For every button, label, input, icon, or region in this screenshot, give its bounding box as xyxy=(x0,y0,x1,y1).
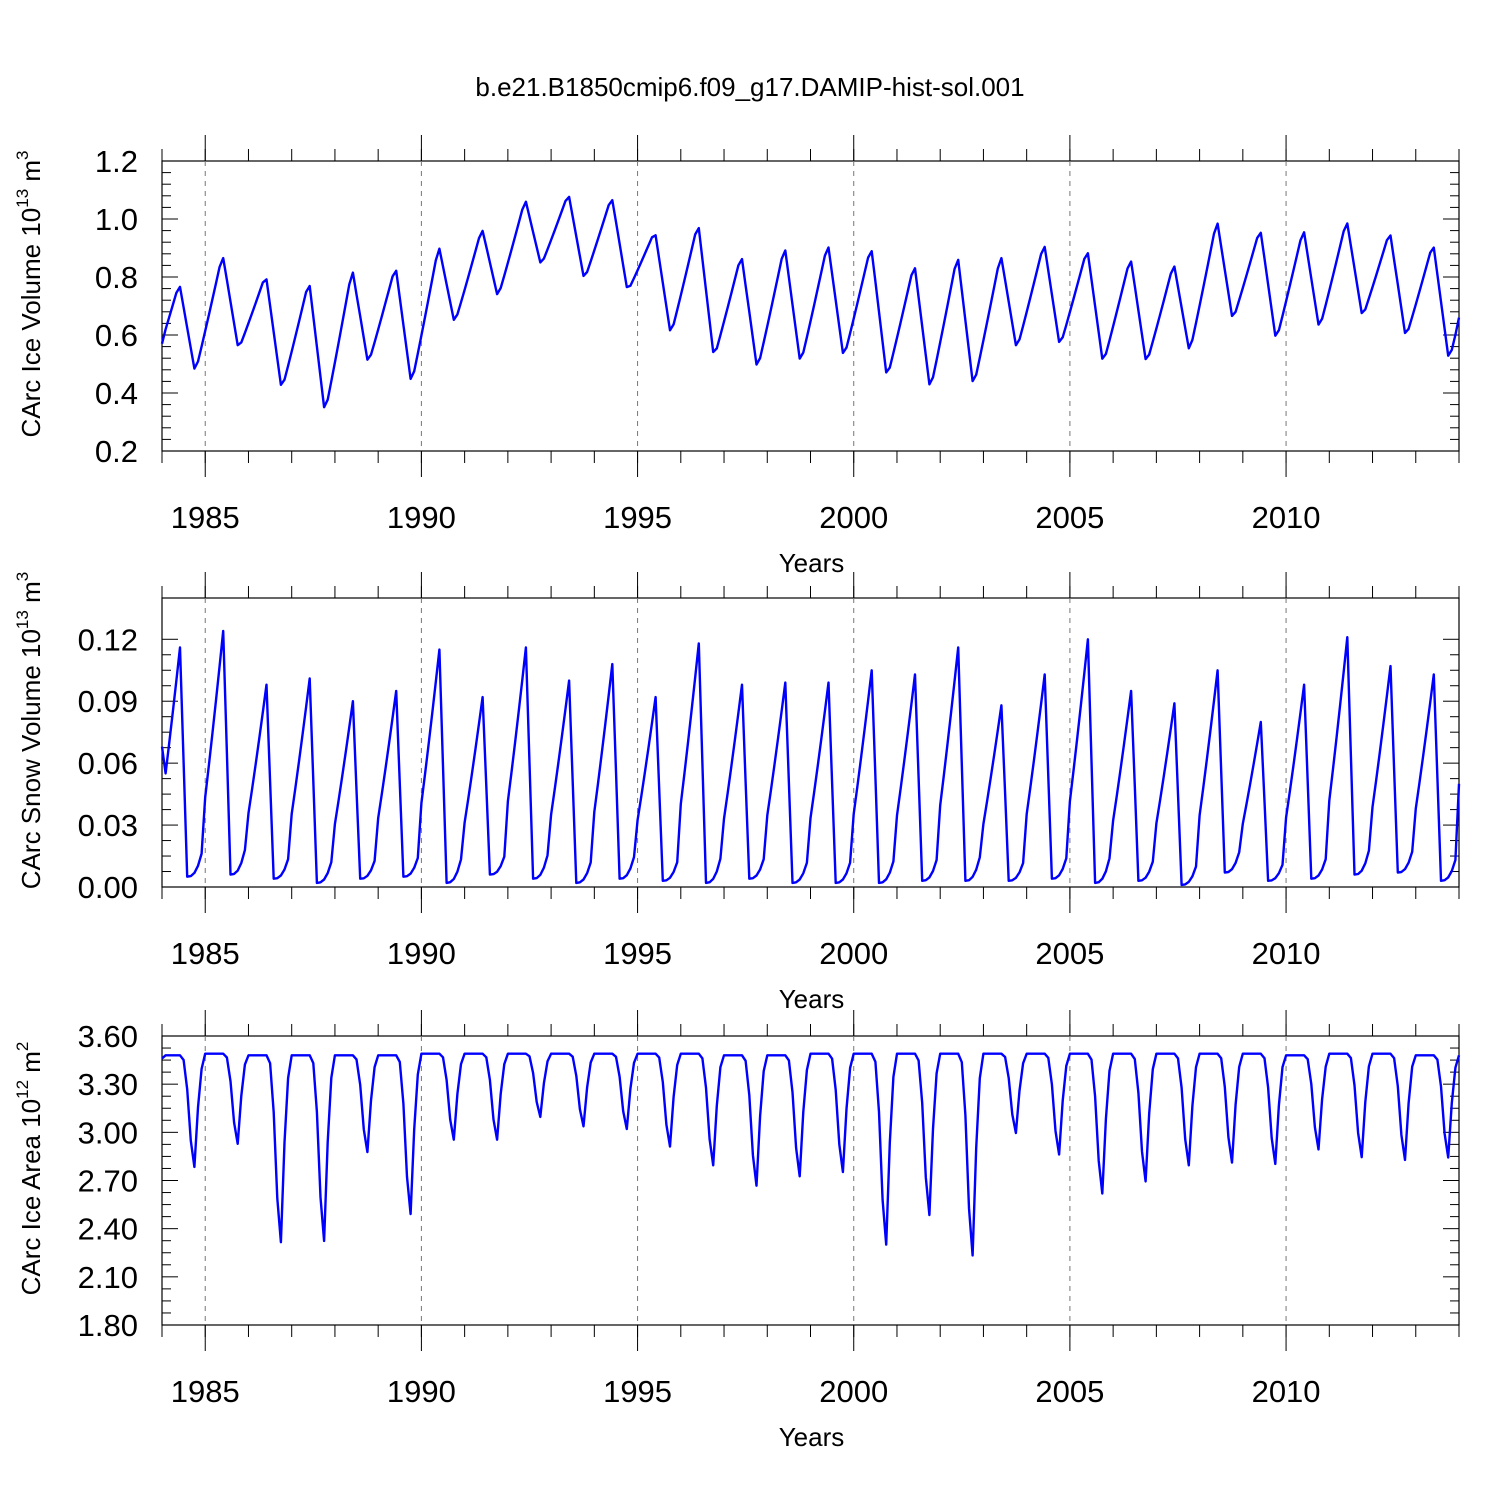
x-axis-label: Years xyxy=(779,1422,845,1452)
y-axis-label: CArc Ice Area 1012 m2 xyxy=(13,1042,46,1296)
y-axis-label-exponent: 13 xyxy=(13,610,32,629)
x-tick-label: 2010 xyxy=(1252,1374,1321,1409)
y-tick-label: 3.00 xyxy=(78,1115,138,1150)
year-gridlines xyxy=(204,598,1287,887)
x-tick-label: 1990 xyxy=(387,936,456,971)
x-tick-label: 1985 xyxy=(171,500,240,535)
ice-volume-line xyxy=(160,195,1461,409)
y-tick-label: 3.60 xyxy=(78,1019,138,1054)
x-tick-label: 2000 xyxy=(819,936,888,971)
tick-marks xyxy=(161,572,1460,913)
x-axis-label: Years xyxy=(779,984,845,1014)
y-tick-labels: 0.00 0.03 0.06 0.09 0.12 xyxy=(78,622,138,905)
x-tick-labels: 1985 1990 1995 2000 2005 2010 xyxy=(171,1374,1321,1409)
x-tick-label: 1985 xyxy=(171,936,240,971)
y-axis-label-text: CArc Snow Volume 10 xyxy=(16,629,46,889)
x-tick-label: 1995 xyxy=(603,936,672,971)
x-tick-label: 2010 xyxy=(1252,936,1321,971)
y-tick-label: 0.03 xyxy=(78,808,138,843)
y-tick-label: 0.00 xyxy=(78,870,138,905)
y-tick-label: 0.8 xyxy=(95,260,138,295)
snow-volume-line xyxy=(160,629,1461,887)
y-axis-label-exponent: 12 xyxy=(13,1080,32,1099)
y-axis-label-unit-exponent: 3 xyxy=(13,572,32,581)
x-tick-labels: 1985 1990 1995 2000 2005 2010 xyxy=(171,500,1321,535)
y-axis-label-unit-exponent: 2 xyxy=(13,1042,32,1051)
y-tick-label: 2.10 xyxy=(78,1260,138,1295)
y-tick-label: 2.40 xyxy=(78,1212,138,1247)
plot-frame xyxy=(161,160,1460,452)
plot-frame xyxy=(161,597,1460,888)
x-tick-label: 2000 xyxy=(819,1374,888,1409)
y-tick-label: 0.12 xyxy=(78,622,138,657)
y-tick-label: 0.4 xyxy=(95,376,138,411)
y-tick-label: 1.0 xyxy=(95,202,138,237)
y-tick-label: 0.06 xyxy=(78,746,138,781)
ice-area-panel: 1985 1990 1995 2000 2005 2010 1.80 2.10 … xyxy=(13,1010,1461,1452)
y-axis-label-text: CArc Ice Area 10 xyxy=(16,1099,46,1296)
y-tick-label: 2.70 xyxy=(78,1164,138,1199)
x-tick-label: 1990 xyxy=(387,1374,456,1409)
y-axis-label-text: CArc Ice Volume 10 xyxy=(16,208,46,438)
x-tick-label: 2010 xyxy=(1252,500,1321,535)
y-axis-label-exponent: 13 xyxy=(13,189,32,208)
snow-volume-panel: 1985 1990 1995 2000 2005 2010 0.00 0.03 … xyxy=(13,572,1461,1014)
plot-frame xyxy=(161,1035,1460,1326)
x-axis-label: Years xyxy=(779,548,845,578)
y-tick-label: 0.2 xyxy=(95,434,138,469)
y-axis-label-unit: m xyxy=(16,160,46,189)
year-gridlines xyxy=(204,1036,1287,1325)
y-axis-label-unit: m xyxy=(16,581,46,610)
y-axis-label: CArc Snow Volume 1013 m3 xyxy=(13,572,46,889)
y-tick-label: 1.80 xyxy=(78,1308,138,1343)
x-tick-label: 2005 xyxy=(1035,1374,1104,1409)
y-tick-label: 1.2 xyxy=(95,144,138,179)
x-tick-label: 2000 xyxy=(819,500,888,535)
y-tick-labels: 0.2 0.4 0.6 0.8 1.0 1.2 xyxy=(95,144,138,469)
ice-volume-panel: 1985 1990 1995 2000 2005 2010 0.2 0.4 0.… xyxy=(13,135,1461,578)
y-tick-label: 3.30 xyxy=(78,1067,138,1102)
ice-area-line xyxy=(161,1052,1461,1257)
y-tick-label: 0.6 xyxy=(95,318,138,353)
y-axis-label-unit: m xyxy=(16,1051,46,1080)
x-tick-label: 1990 xyxy=(387,500,456,535)
x-tick-label: 1995 xyxy=(603,1374,672,1409)
x-tick-labels: 1985 1990 1995 2000 2005 2010 xyxy=(171,936,1321,971)
y-tick-label: 0.09 xyxy=(78,684,138,719)
y-axis-label: CArc Ice Volume 1013 m3 xyxy=(13,150,46,437)
x-tick-label: 2005 xyxy=(1035,500,1104,535)
year-gridlines xyxy=(204,161,1287,451)
x-tick-label: 1985 xyxy=(171,1374,240,1409)
tick-marks xyxy=(161,135,1460,477)
y-tick-labels: 1.80 2.10 2.40 2.70 3.00 3.30 3.60 xyxy=(78,1019,138,1343)
y-axis-label-unit-exponent: 3 xyxy=(13,150,32,159)
x-tick-label: 1995 xyxy=(603,500,672,535)
chart-title: b.e21.B1850cmip6.f09_g17.DAMIP-hist-sol.… xyxy=(475,72,1024,102)
x-tick-label: 2005 xyxy=(1035,936,1104,971)
